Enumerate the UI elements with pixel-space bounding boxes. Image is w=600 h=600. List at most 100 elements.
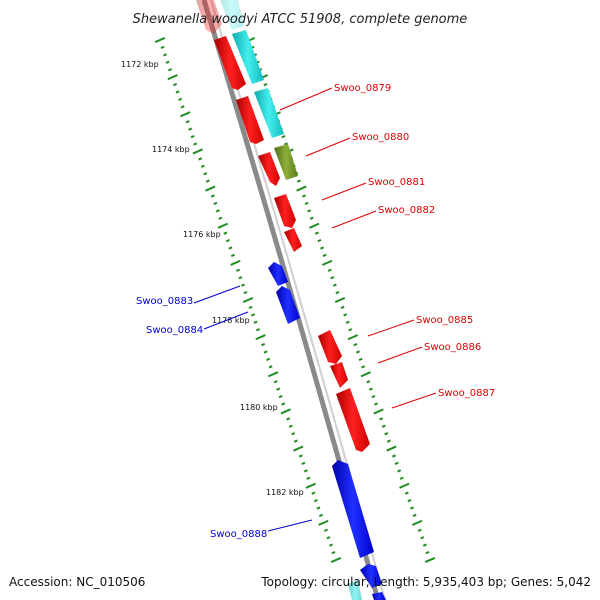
ruler-tick (163, 53, 168, 57)
ruler-tick (353, 342, 358, 347)
ruler-tick (225, 238, 230, 243)
gene-label[interactable]: Swoo_0882 (378, 205, 435, 216)
ruler-tick (268, 365, 273, 369)
ruler-tick (307, 209, 312, 213)
ruler-tick (424, 556, 436, 564)
ruler-label: 1180 kbp (240, 403, 278, 412)
ruler-tick (248, 305, 253, 310)
ruler-tick (255, 334, 266, 341)
gene-feature[interactable] (360, 564, 382, 588)
ruler-tick (263, 350, 268, 354)
ruler-tick (165, 60, 170, 64)
ruler-tick (409, 506, 415, 510)
ruler-tick (371, 394, 376, 399)
ruler-tick (343, 313, 348, 317)
gene-feature[interactable] (254, 88, 284, 138)
ruler-tick (278, 394, 283, 399)
ruler-tick (399, 476, 404, 480)
gene-feature[interactable] (332, 460, 374, 558)
ruler-tick (304, 201, 309, 206)
ruler-tick (296, 179, 301, 183)
gene-feature[interactable] (220, 0, 244, 30)
ruler-tick (267, 371, 279, 378)
ruler-tick (317, 238, 322, 243)
ruler-tick (412, 513, 417, 518)
ruler-tick (293, 439, 298, 443)
gene-feature[interactable] (276, 286, 300, 324)
ruler-tick (334, 296, 346, 304)
label-leaders (193, 87, 437, 532)
ruler-tick (335, 290, 340, 295)
ruler-tick (305, 482, 317, 489)
ruler-label: 1178 kbp (212, 316, 250, 325)
ruler-tick (256, 328, 261, 332)
gene-feature[interactable] (348, 580, 362, 600)
ruler-tick (327, 268, 332, 272)
gene-label[interactable]: Swoo_0886 (424, 342, 481, 353)
ruler-tick (215, 209, 220, 213)
gene-label[interactable]: Swoo_0888 (210, 529, 267, 540)
gene-label[interactable]: Swoo_0883 (136, 296, 193, 307)
ruler-tick (288, 424, 293, 428)
ruler-tick (180, 105, 185, 109)
topology-text: Topology: circular; Length: 5,935,403 bp… (260, 575, 591, 589)
ruler-tick (281, 402, 286, 406)
gene-feature[interactable] (372, 592, 386, 600)
ruler-tick (238, 276, 243, 280)
ruler-tick (230, 259, 241, 266)
ruler-tick (319, 246, 325, 250)
gene-feature[interactable] (214, 36, 246, 90)
ruler-tick (425, 550, 430, 555)
ruler-tick (399, 482, 410, 489)
ruler-tick (301, 194, 307, 198)
ruler-tick (205, 185, 216, 192)
gene-feature[interactable] (196, 0, 222, 34)
ruler-tick (397, 469, 402, 473)
ruler-tick (243, 290, 248, 295)
gene-feature[interactable] (258, 152, 280, 186)
ruler-tick (173, 82, 178, 87)
ruler-tick (200, 164, 205, 168)
gene-label[interactable]: Swoo_0879 (334, 83, 391, 94)
ruler-tick (331, 550, 336, 555)
ruler-label: 1176 kbp (183, 230, 221, 239)
ruler-tick (384, 432, 389, 436)
accession-text: Accession: NC_010506 (9, 575, 145, 589)
ruler-tick (188, 127, 193, 131)
ruler-tick (293, 445, 304, 452)
ruler-tick (286, 417, 291, 421)
ruler-tick (318, 519, 329, 526)
gene-feature[interactable] (268, 262, 288, 286)
gene-label[interactable]: Swoo_0880 (352, 132, 409, 143)
ruler-tick (311, 491, 316, 495)
ruler-tick (420, 536, 425, 540)
ruler-label: 1172 kbp (121, 60, 159, 69)
gene-feature[interactable] (274, 194, 296, 228)
gene-feature[interactable] (284, 228, 302, 252)
ruler-tick (373, 408, 384, 415)
ruler-tick (417, 528, 422, 532)
gene-label[interactable]: Swoo_0887 (438, 388, 495, 399)
gene-label[interactable]: Swoo_0881 (368, 177, 425, 188)
ruler-tick (296, 185, 307, 192)
gene-features (196, 0, 386, 600)
ruler-tick (373, 402, 379, 406)
ruler-tick (345, 320, 350, 324)
gene-label[interactable]: Swoo_0885 (416, 315, 473, 326)
gene-label[interactable]: Swoo_0884 (146, 325, 203, 336)
gene-feature[interactable] (318, 330, 342, 364)
gene-feature[interactable] (232, 30, 264, 84)
ruler-tick (330, 556, 342, 564)
ruler-tick (361, 365, 366, 369)
gene-feature[interactable] (330, 362, 348, 388)
gene-feature[interactable] (274, 144, 298, 180)
ruler-tick (358, 357, 363, 362)
gene-labels: Swoo_0879 Swoo_0880 Swoo_0881 Swoo_0882 … (136, 83, 495, 540)
ruler-tick (154, 36, 166, 44)
gene-feature[interactable] (236, 96, 264, 144)
ruler-tick (281, 134, 286, 139)
gene-feature[interactable] (336, 388, 370, 452)
ruler-tick (386, 439, 391, 443)
ruler-tick (322, 253, 327, 258)
